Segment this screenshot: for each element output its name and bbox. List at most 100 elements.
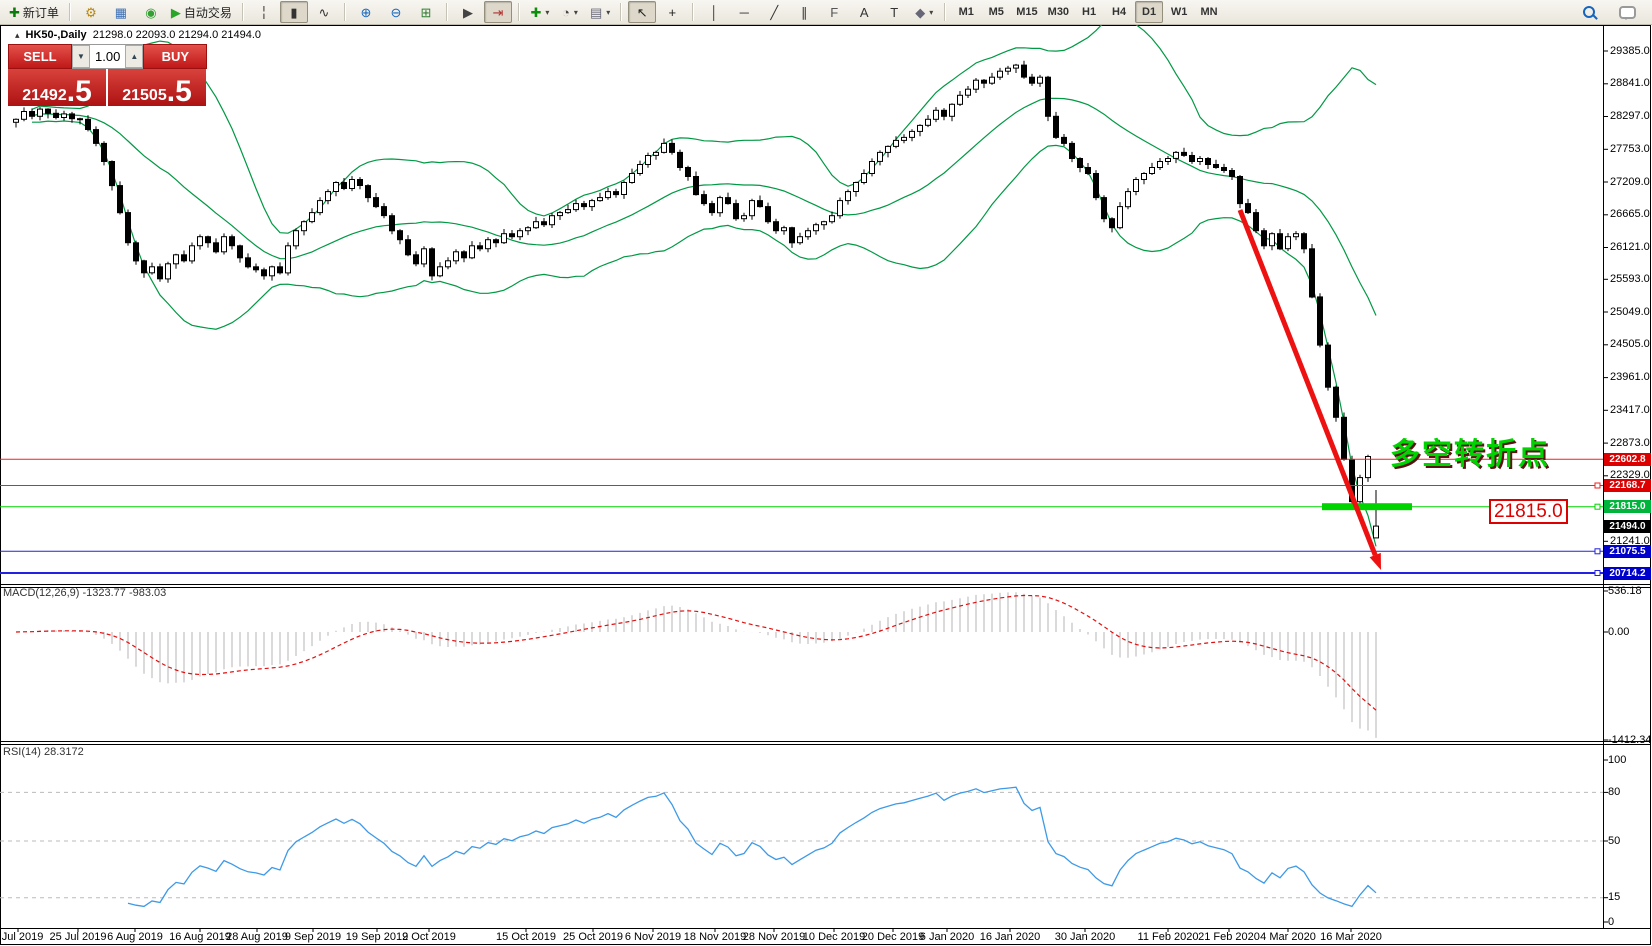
price-axis-tick: 25593.0	[1610, 272, 1650, 285]
one-click-trading-panel: SELL ▼ 1.00 ▲ BUY 21492.5 21505.5	[8, 44, 208, 106]
price-axis-tick: 23961.0	[1610, 371, 1650, 384]
toolbar: ✚ 新订单 ⚙ ▦ ◉ ▶ 自动交易 ╎ ▮ ∿ ⊕ ⊖ ⊞ ▶ ⇥ ✚ ▾ ◔ ▾ ▤ ▾ ↖ + │ ─ ╱ ∥ F A T ◆ ▾ M1 M…	[0, 0, 1652, 25]
timeframe-w1-button[interactable]: W1	[1170, 6, 1188, 18]
templates-button[interactable]: ▤ ▾	[586, 1, 614, 23]
chart-shift-button[interactable]: ⇥	[483, 1, 512, 23]
date-axis-label[interactable]: 16 Aug 2019	[169, 931, 231, 943]
date-axis-label[interactable]: 16 Jan 2020	[979, 931, 1041, 943]
expert-advisors-button[interactable]: ⚙	[77, 1, 105, 23]
tile-windows-button[interactable]: ⊞	[412, 1, 440, 23]
arrows-icon: ◆	[915, 4, 926, 20]
timeframe-m30-button[interactable]: M30	[1047, 6, 1070, 18]
trendline-icon: ╱	[770, 4, 779, 20]
equidistant-channel-button[interactable]: ∥	[790, 1, 818, 23]
timeframe-mn-button[interactable]: MN	[1200, 6, 1218, 18]
zoom-out-button[interactable]: ⊖	[382, 1, 410, 23]
candlestick-chart-button[interactable]: ▮	[279, 1, 308, 23]
date-axis-label[interactable]: 15 Oct 2019	[496, 931, 556, 943]
timeframe-h4-button[interactable]: H4	[1112, 6, 1127, 18]
rsi-axis-tick: 0	[1608, 915, 1615, 928]
date-axis-label[interactable]: 19 Sep 2019	[345, 931, 409, 943]
chat-button[interactable]	[1613, 1, 1641, 23]
zoom-in-button[interactable]: ⊕	[352, 1, 380, 23]
timeframe-m15-button[interactable]: M15	[1016, 6, 1038, 18]
timeframe-h1-button[interactable]: H1	[1082, 6, 1097, 18]
date-axis-label[interactable]: 25 Oct 2019	[563, 931, 623, 943]
macd-label: MACD(12,26,9) -1323.77 -983.03	[3, 587, 167, 599]
timeframe-m1-button[interactable]: M1	[958, 6, 974, 18]
tile-windows-icon: ⊞	[420, 4, 432, 20]
fibonacci-button[interactable]: F	[820, 1, 848, 23]
signals-button[interactable]: ◉	[137, 1, 165, 23]
date-axis-label[interactable]: 25 Jul 2019	[49, 931, 107, 943]
buy-price-fraction: .5	[166, 74, 192, 108]
candles-layer	[13, 60, 1379, 539]
date-axis-label[interactable]: 11 Feb 2020	[1137, 931, 1199, 943]
periods-icon: ◔	[562, 4, 570, 20]
volume-increase-button[interactable]: ▲	[125, 45, 144, 68]
sell-button[interactable]: SELL	[8, 44, 72, 69]
periods-button[interactable]: ◔ ▾	[556, 1, 584, 23]
text-button[interactable]: A	[850, 1, 878, 23]
level-price-label[interactable]: 21815.0	[1489, 499, 1568, 524]
price-badge: 21075.5	[1604, 544, 1651, 558]
vertical-line-button[interactable]: │	[700, 1, 728, 23]
volume-decrease-button[interactable]: ▼	[72, 45, 90, 68]
trend-arrow[interactable]	[1237, 209, 1381, 570]
rsi-line	[127, 786, 1377, 908]
buy-price[interactable]: 21505.5	[108, 69, 206, 106]
date-axis-label[interactable]: 16 Mar 2020	[1320, 931, 1382, 943]
date-axis-label[interactable]: 28 Aug 2019	[226, 931, 288, 943]
price-axis-tick: 22329.0	[1610, 469, 1650, 482]
toolbar-separator	[944, 3, 947, 21]
buy-button[interactable]: BUY	[143, 44, 208, 69]
arrows-button[interactable]: ◆ ▾	[910, 1, 938, 23]
signals-icon: ◉	[145, 4, 157, 20]
turning-point-annotation[interactable]: 多空转折点	[1390, 438, 1550, 471]
sell-price[interactable]: 21492.5	[8, 69, 106, 106]
auto-scroll-button[interactable]: ▶	[454, 1, 482, 23]
charts-window-button[interactable]: ▦	[107, 1, 135, 23]
text-label-icon: T	[890, 4, 899, 20]
crosshair-button[interactable]: +	[658, 1, 686, 23]
date-axis-label[interactable]: 28 Nov 2019	[742, 931, 806, 943]
indicators-button[interactable]: ✚ ▾	[526, 1, 554, 23]
price-badge: 22602.8	[1604, 452, 1651, 466]
date-axis-label[interactable]: 5 Jul 2019	[0, 931, 44, 943]
date-axis-label[interactable]: 20 Dec 2019	[861, 931, 925, 943]
horizontal-level-lines[interactable]	[0, 458, 1603, 576]
volume-stepper: ▼ 1.00 ▲	[72, 44, 144, 69]
expert-advisors-icon: ⚙	[85, 4, 97, 20]
text-label-button[interactable]: T	[880, 1, 908, 23]
zoom-out-icon: ⊖	[390, 4, 402, 20]
horizontal-line-button[interactable]: ─	[730, 1, 758, 23]
volume-input[interactable]: 1.00	[95, 49, 121, 64]
timeframe-m5-button[interactable]: M5	[988, 6, 1004, 18]
date-axis-label[interactable]: 9 Sep 2019	[284, 931, 342, 943]
date-axis-label[interactable]: 6 Aug 2019	[107, 931, 163, 943]
price-axis-tick: 26665.0	[1610, 208, 1650, 221]
panel-toggle-icon[interactable]: ▴	[15, 30, 20, 40]
date-axis-label[interactable]: 10 Dec 2019	[802, 931, 866, 943]
bar-chart-button[interactable]: ╎	[250, 1, 278, 23]
date-axis-label[interactable]: 2 Oct 2019	[402, 931, 456, 943]
line-chart-button[interactable]: ∿	[310, 1, 338, 23]
new-order-button[interactable]: ✚ 新订单	[5, 1, 63, 23]
search-button[interactable]	[1575, 1, 1603, 23]
price-axis-tick: 27753.0	[1610, 142, 1650, 155]
axis-tick-marks	[17, 50, 1608, 932]
date-axis-label[interactable]: 6 Nov 2019	[624, 931, 682, 943]
support-highlight	[1322, 503, 1412, 511]
macd-histogram	[23, 592, 1377, 738]
date-axis-label[interactable]: 30 Jan 2020	[1054, 931, 1116, 943]
cursor-button[interactable]: ↖	[628, 1, 657, 23]
price-axis-tick: 24505.0	[1610, 338, 1650, 351]
trendline-button[interactable]: ╱	[760, 1, 788, 23]
autotrading-button[interactable]: ▶ 自动交易	[167, 1, 236, 23]
date-axis-label[interactable]: 6 Jan 2020	[919, 931, 975, 943]
text-icon: A	[859, 4, 869, 20]
date-axis-label[interactable]: 21 Feb 2020	[1198, 931, 1260, 943]
date-axis-label[interactable]: 18 Nov 2019	[683, 931, 747, 943]
timeframe-d1-button[interactable]: D1	[1135, 1, 1164, 23]
date-axis-label[interactable]: 4 Mar 2020	[1260, 931, 1316, 943]
